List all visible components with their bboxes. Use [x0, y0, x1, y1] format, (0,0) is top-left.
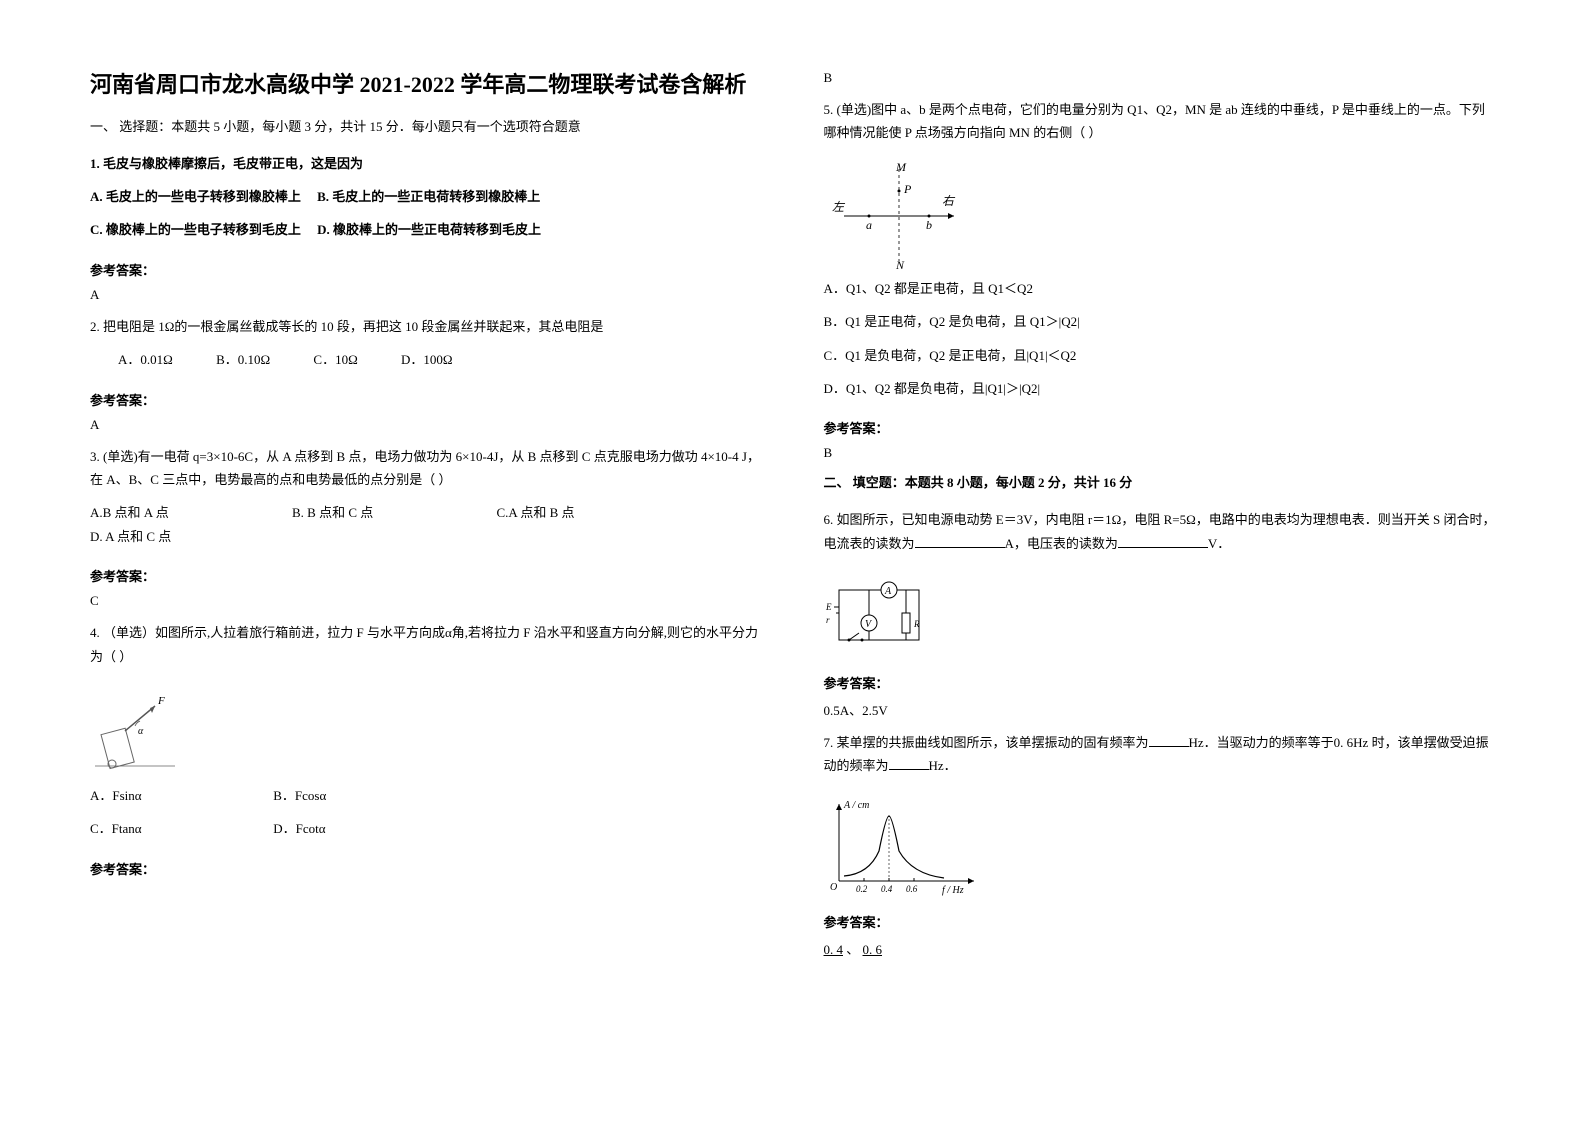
right-column: B 5. (单选)图中 a、b 是两个点电荷，它们的电量分别为 Q1、Q2，MN…: [824, 70, 1498, 1052]
q4-answer-label: 参考答案：: [90, 859, 764, 878]
q7-answer-a: 0. 4: [824, 942, 844, 957]
section2-header: 二、 填空题：本题共 8 小题，每小题 2 分，共计 16 分: [824, 473, 1498, 494]
svg-text:E: E: [825, 602, 832, 612]
label-b: b: [926, 218, 932, 232]
q2-optB: B．0.10Ω: [216, 348, 270, 371]
q6-stem-p3: V．: [1208, 536, 1230, 551]
svg-text:f / Hz: f / Hz: [942, 885, 964, 896]
q7-blank2: [889, 756, 929, 770]
q7-answer-label: 参考答案：: [824, 912, 1498, 931]
q1-optC: C. 橡胶棒上的一些电子转移到毛皮上: [90, 222, 301, 237]
q3-optB: B. B 点和 C 点: [292, 501, 373, 524]
page-title: 河南省周口市龙水高级中学 2021-2022 学年高二物理联考试卷含解析: [90, 70, 764, 101]
q2-optC: C．10Ω: [313, 348, 357, 371]
q7-stem-p3: Hz．: [929, 758, 957, 773]
q7-stem: 7. 某单摆的共振曲线如图所示，该单摆振动的固有频率为Hz．当驱动力的频率等于0…: [824, 731, 1498, 778]
q4-diagram: F α: [90, 686, 180, 776]
svg-text:α: α: [138, 726, 144, 737]
q2-optA: A．0.01Ω: [118, 348, 173, 371]
label-P: P: [903, 182, 912, 196]
svg-text:r: r: [826, 615, 830, 625]
q1-options-row2: C. 橡胶棒上的一些电子转移到毛皮上 D. 橡胶棒上的一些正电荷转移到毛皮上: [90, 218, 764, 241]
q1-options-row1: A. 毛皮上的一些电子转移到橡胶棒上 B. 毛皮上的一些正电荷转移到橡胶棒上: [90, 185, 764, 208]
svg-text:A / cm: A / cm: [843, 800, 869, 811]
q5-optB: B．Q1 是正电荷，Q2 是负电荷，且 Q1＞|Q2|: [824, 310, 1498, 333]
svg-text:0.6: 0.6: [906, 884, 918, 894]
q5-optD: D．Q1、Q2 都是负电荷，且|Q1|＞|Q2|: [824, 377, 1498, 400]
q1-optD: D. 橡胶棒上的一些正电荷转移到毛皮上: [317, 222, 541, 237]
q4-answer: B: [824, 70, 1498, 86]
q1-optA: A. 毛皮上的一些电子转移到橡胶棒上: [90, 189, 301, 204]
q1-answer-label: 参考答案：: [90, 260, 764, 279]
q5-answer-label: 参考答案：: [824, 418, 1498, 437]
q7-blank1: [1149, 733, 1189, 747]
q5-answer: B: [824, 445, 1498, 461]
q5-optC: C．Q1 是负电荷，Q2 是正电荷，且|Q1|＜Q2: [824, 344, 1498, 367]
q4-optA: A．Fsinα: [90, 784, 270, 807]
q7-answer-sep: 、: [843, 942, 863, 957]
q4-optC: C．Ftanα: [90, 817, 270, 840]
q5-optA: A．Q1、Q2 都是正电荷，且 Q1＜Q2: [824, 277, 1498, 300]
label-left: 左: [832, 200, 846, 214]
q4-stem: 4. （单选）如图所示,人拉着旅行箱前进，拉力 F 与水平方向成α角,若将拉力 …: [90, 621, 764, 668]
q4-options-row2: C．Ftanα D．Fcotα: [90, 817, 764, 840]
q1-optB: B. 毛皮上的一些正电荷转移到橡胶棒上: [317, 189, 540, 204]
svg-text:O: O: [830, 882, 837, 893]
section1-header: 一、 选择题：本题共 5 小题，每小题 3 分，共计 15 分．每小题只有一个选…: [90, 117, 764, 138]
label-right: 右: [942, 194, 956, 208]
q3-stem: 3. (单选)有一电荷 q=3×10-6C，从 A 点移到 B 点，电场力做功为…: [90, 445, 764, 492]
q4-options-row1: A．Fsinα B．Fcosα: [90, 784, 764, 807]
q3-optC: C.A 点和 B 点: [497, 501, 575, 524]
q3-answer-label: 参考答案：: [90, 566, 764, 585]
q3-options: A.B 点和 A 点 B. B 点和 C 点 C.A 点和 B 点 D. A 点…: [90, 501, 764, 548]
q3-answer: C: [90, 593, 764, 609]
q6-blank2: [1118, 534, 1208, 548]
svg-text:0.2: 0.2: [856, 884, 868, 894]
left-column: 河南省周口市龙水高级中学 2021-2022 学年高二物理联考试卷含解析 一、 …: [90, 70, 764, 1052]
q1-answer: A: [90, 287, 764, 303]
q4-optB: B．Fcosα: [273, 788, 326, 803]
q7-graph: A / cm f / Hz 0.2 0.4 0.6 O: [824, 796, 974, 896]
label-N: N: [895, 258, 905, 271]
q7-answer-b: 0. 6: [863, 942, 883, 957]
label-a: a: [866, 218, 872, 232]
q6-answer-label: 参考答案：: [824, 673, 1498, 692]
q2-options: A．0.01Ω B．0.10Ω C．10Ω D．100Ω: [90, 348, 764, 371]
q2-answer: A: [90, 417, 764, 433]
svg-text:R: R: [913, 619, 920, 629]
svg-text:A: A: [884, 586, 892, 597]
q5-diagram: M N P a b 左 右: [824, 161, 974, 271]
q4-optD: D．Fcotα: [273, 821, 325, 836]
q6-answer: 0.5A、2.5V: [824, 700, 1498, 719]
q1-stem: 1. 毛皮与橡胶棒摩擦后，毛皮带正电，这是因为: [90, 152, 764, 175]
q7-answer: 0. 4 、 0. 6: [824, 939, 1498, 958]
q6-stem-p2: A，电压表的读数为: [1005, 536, 1118, 551]
q6-blank1: [915, 534, 1005, 548]
q2-stem: 2. 把电阻是 1Ω的一根金属丝截成等长的 10 段，再把这 10 段金属丝并联…: [90, 315, 764, 338]
svg-text:F: F: [157, 695, 165, 707]
q2-optD: D．100Ω: [401, 348, 453, 371]
svg-text:0.4: 0.4: [881, 884, 893, 894]
label-M: M: [895, 161, 907, 174]
q2-answer-label: 参考答案：: [90, 390, 764, 409]
q6-stem: 6. 如图所示，已知电源电动势 E＝3V，内电阻 r＝1Ω，电阻 R=5Ω，电路…: [824, 508, 1498, 555]
q3-optD: D. A 点和 C 点: [90, 525, 171, 548]
q5-stem: 5. (单选)图中 a、b 是两个点电荷，它们的电量分别为 Q1、Q2，MN 是…: [824, 98, 1498, 145]
q3-optA: A.B 点和 A 点: [90, 501, 169, 524]
q6-circuit-diagram: A V R E r: [824, 575, 934, 655]
q7-stem-p1: 7. 某单摆的共振曲线如图所示，该单摆振动的固有频率为: [824, 735, 1149, 750]
